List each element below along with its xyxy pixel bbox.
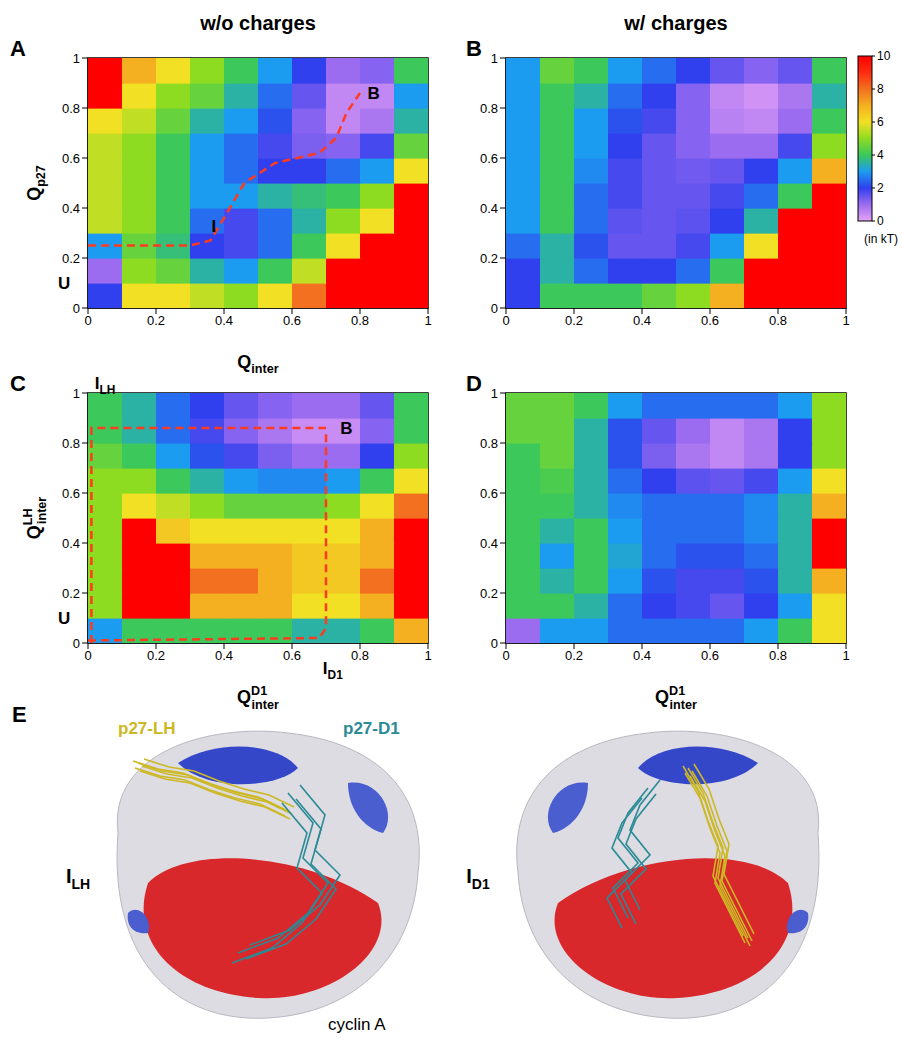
svg-text:0.6: 0.6 (480, 486, 498, 501)
svg-text:ILH: ILH (95, 374, 116, 397)
svg-text:0: 0 (491, 636, 498, 651)
svg-text:1: 1 (424, 648, 431, 663)
svg-text:0.8: 0.8 (62, 436, 80, 451)
svg-text:4: 4 (877, 148, 884, 162)
svg-text:0.8: 0.8 (769, 648, 787, 663)
svg-text:2: 2 (877, 181, 884, 195)
svg-text:C: C (10, 371, 26, 396)
svg-text:0.4: 0.4 (215, 313, 233, 328)
svg-text:0.2: 0.2 (565, 313, 583, 328)
svg-text:0: 0 (84, 648, 91, 663)
svg-text:0.8: 0.8 (769, 313, 787, 328)
svg-text:0: 0 (502, 648, 509, 663)
svg-text:QD1inter: QD1inter (237, 684, 279, 712)
svg-text:cyclin A: cyclin A (328, 1015, 386, 1034)
svg-text:0: 0 (84, 313, 91, 328)
svg-text:1: 1 (491, 51, 498, 66)
svg-text:0.8: 0.8 (351, 648, 369, 663)
svg-text:p27-D1: p27-D1 (343, 719, 400, 738)
svg-text:U: U (58, 609, 70, 628)
svg-text:ID1: ID1 (323, 659, 343, 682)
svg-text:B: B (367, 84, 379, 103)
svg-text:QLHinter: QLHinter (21, 497, 49, 540)
svg-text:0.2: 0.2 (565, 648, 583, 663)
svg-text:ID1: ID1 (466, 865, 490, 892)
svg-text:1: 1 (842, 313, 849, 328)
svg-text:QD1inter: QD1inter (655, 684, 697, 712)
svg-text:0.6: 0.6 (283, 313, 301, 328)
svg-text:B: B (466, 36, 482, 61)
svg-text:0: 0 (73, 636, 80, 651)
svg-text:B: B (340, 419, 352, 438)
svg-text:I: I (211, 217, 216, 236)
svg-text:0.2: 0.2 (147, 313, 165, 328)
svg-text:0.6: 0.6 (62, 151, 80, 166)
svg-text:E: E (12, 702, 27, 727)
svg-text:0.4: 0.4 (62, 201, 80, 216)
svg-text:0.2: 0.2 (480, 251, 498, 266)
svg-text:8: 8 (877, 82, 884, 96)
svg-text:1: 1 (424, 313, 431, 328)
svg-text:0.8: 0.8 (351, 313, 369, 328)
svg-text:0.4: 0.4 (215, 648, 233, 663)
svg-text:U: U (58, 274, 70, 293)
svg-text:D: D (466, 371, 482, 396)
svg-text:0.2: 0.2 (62, 251, 80, 266)
svg-text:0.6: 0.6 (701, 648, 719, 663)
svg-text:1: 1 (73, 51, 80, 66)
svg-text:1: 1 (491, 386, 498, 401)
svg-text:0.4: 0.4 (62, 536, 80, 551)
svg-text:ILH: ILH (66, 865, 90, 892)
svg-text:w/o charges: w/o charges (199, 12, 316, 34)
svg-text:Qinter: Qinter (237, 352, 278, 376)
svg-text:0.2: 0.2 (480, 586, 498, 601)
svg-text:0: 0 (877, 214, 884, 228)
svg-text:0.4: 0.4 (633, 648, 651, 663)
svg-text:0.4: 0.4 (480, 201, 498, 216)
svg-text:0.6: 0.6 (480, 151, 498, 166)
svg-text:p27-LH: p27-LH (118, 719, 176, 738)
svg-text:0.8: 0.8 (480, 436, 498, 451)
svg-text:0.8: 0.8 (62, 101, 80, 116)
svg-text:0.4: 0.4 (633, 313, 651, 328)
svg-text:0: 0 (73, 301, 80, 316)
svg-text:1: 1 (73, 386, 80, 401)
svg-text:0.2: 0.2 (62, 586, 80, 601)
svg-text:0: 0 (491, 301, 498, 316)
svg-text:(in kT): (in kT) (864, 232, 898, 246)
svg-text:0.6: 0.6 (701, 313, 719, 328)
svg-text:1: 1 (842, 648, 849, 663)
svg-text:0.6: 0.6 (62, 486, 80, 501)
svg-text:A: A (10, 36, 26, 61)
svg-text:0.8: 0.8 (480, 101, 498, 116)
svg-text:10: 10 (877, 49, 891, 63)
svg-text:0: 0 (502, 313, 509, 328)
svg-text:0.6: 0.6 (283, 648, 301, 663)
svg-text:Qp27: Qp27 (24, 165, 48, 201)
svg-text:w/ charges: w/ charges (623, 12, 727, 34)
svg-text:0.2: 0.2 (147, 648, 165, 663)
svg-text:0.4: 0.4 (480, 536, 498, 551)
svg-text:6: 6 (877, 115, 884, 129)
